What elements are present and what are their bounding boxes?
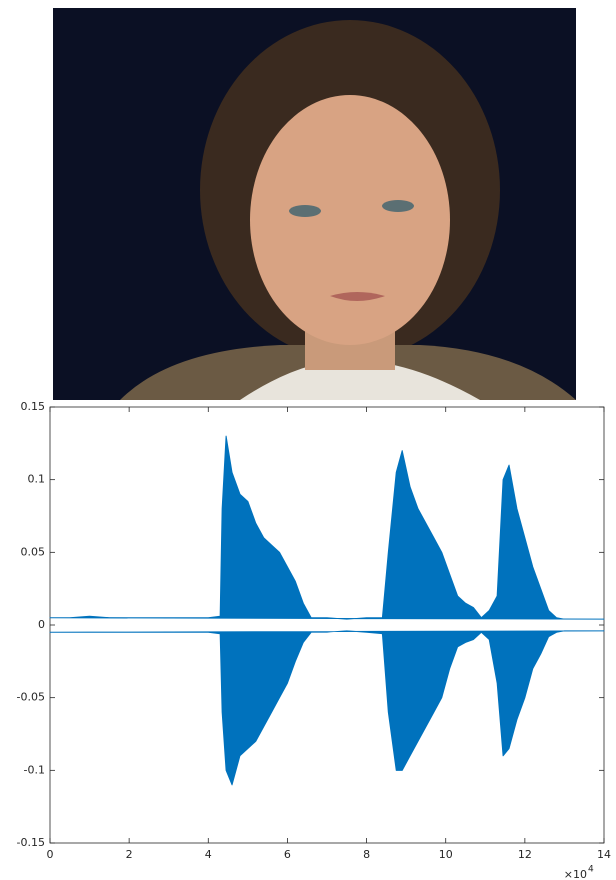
y-tick-label: 0.15 (21, 400, 46, 413)
x-tick-label: 12 (518, 848, 532, 861)
waveform (49, 435, 605, 620)
x-tick-label: 8 (363, 848, 370, 861)
plot-area (49, 406, 605, 844)
x-tick-label: 14 (597, 848, 611, 861)
x-tick-label: 6 (284, 848, 291, 861)
x-tick-label: 4 (205, 848, 212, 861)
face (250, 95, 450, 345)
x-tick-label: 10 (439, 848, 453, 861)
x-tick-label: 0 (47, 848, 54, 861)
eye (382, 200, 414, 212)
y-tick-label: 0.1 (28, 473, 46, 486)
eye (289, 205, 321, 217)
photo (53, 8, 576, 400)
mouth (330, 292, 385, 301)
x-tick-label: 2 (126, 848, 133, 861)
y-tick-label: -0.1 (24, 763, 45, 776)
plot: -0.15 -0.1 -0.05 0 0.05 0.1 0.15 0 2 4 6 8 10 12 14 (17, 400, 611, 861)
y-tick-label: -0.15 (17, 836, 45, 849)
waveform (49, 630, 605, 786)
shirt (240, 360, 480, 400)
y-tick-label: 0.05 (21, 545, 46, 558)
y-tick-label: -0.05 (17, 691, 45, 704)
x-exponent: 4 (588, 865, 594, 875)
x-multiplier: ×10 (564, 868, 587, 880)
y-tick-label: 0 (38, 618, 45, 631)
